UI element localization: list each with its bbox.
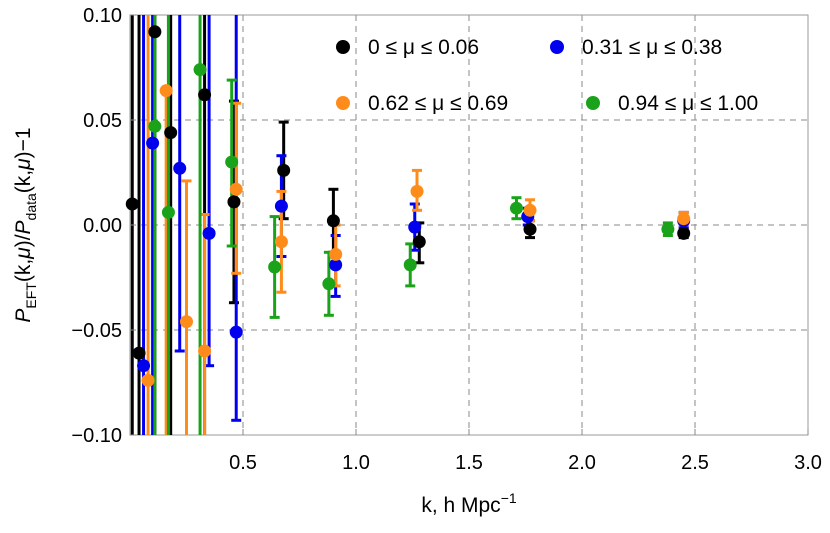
- data-point-series-2: [523, 203, 537, 217]
- data-point-series-0: [677, 226, 691, 240]
- data-point-series-2: [198, 344, 212, 358]
- data-point-series-2: [274, 235, 288, 249]
- legend-label-3: 0.94 ≤ μ ≤ 1.00: [618, 92, 758, 115]
- legend-marker-1: [550, 40, 564, 54]
- data-point-series-1: [173, 161, 187, 175]
- data-point-series-3: [148, 119, 162, 133]
- data-point-series-1: [137, 359, 151, 373]
- x-axis-title: k, h Mpc−1: [421, 490, 517, 517]
- data-point-series-3: [193, 63, 207, 77]
- data-point-series-2: [180, 315, 193, 329]
- x-tick-label: 3.0: [794, 452, 822, 474]
- x-tick-label: 2.5: [681, 452, 709, 474]
- data-point-series-3: [225, 155, 239, 169]
- y-tick-label: −0.10: [71, 425, 122, 447]
- y-tick-label: 0.10: [83, 5, 122, 27]
- data-point-series-0: [198, 88, 212, 102]
- y-tick-label: −0.05: [71, 320, 122, 342]
- grid-lines: [130, 15, 809, 435]
- y-tick-label: 0.00: [83, 215, 122, 237]
- data-point-series-1: [202, 226, 216, 240]
- legend-label-2: 0.62 ≤ μ ≤ 0.69: [368, 92, 508, 115]
- data-point-series-1: [229, 325, 243, 339]
- x-tick-label: 2.0: [568, 452, 596, 474]
- data-point-series-3: [161, 205, 175, 219]
- data-point-series-3: [661, 222, 675, 236]
- legend-marker-3: [586, 96, 600, 110]
- data-point-series-0: [148, 25, 162, 39]
- data-point-series-0: [227, 195, 241, 209]
- data-point-series-3: [268, 260, 282, 274]
- axis-ticks: 0.5 1.0 1.5 2.0 2.5 3.0 −0.10 −0.05 0.00 0.05 0.10: [71, 5, 822, 474]
- data-point-series-0: [412, 235, 426, 249]
- data-point-series-2: [329, 247, 343, 261]
- legend-marker-0: [336, 40, 350, 54]
- data-point-series-0: [277, 163, 291, 177]
- data-point-series-0: [164, 126, 178, 140]
- y-tick-label: 0.05: [83, 110, 122, 132]
- data-point-series-2: [159, 84, 173, 98]
- data-point-series-1: [146, 136, 160, 150]
- legend-marker-2: [336, 96, 350, 110]
- data-point-series-1: [408, 220, 422, 234]
- data-point-series-2: [229, 182, 243, 196]
- x-tick-label: 1.0: [342, 452, 370, 474]
- data-point-series-0: [326, 214, 340, 228]
- data-point-series-0: [523, 222, 537, 236]
- y-axis-title: PEFT(k,μ)/Pdata(k,μ)−1: [12, 127, 39, 322]
- data-point-series-2: [410, 184, 424, 198]
- legend-label-0: 0 ≤ μ ≤ 0.06: [368, 36, 479, 59]
- data-points: [125, 25, 691, 387]
- data-point-series-0: [132, 346, 146, 360]
- data-point-series-3: [403, 258, 417, 272]
- x-tick-label: 0.5: [229, 452, 257, 474]
- legend: 0 ≤ μ ≤ 0.06 0.31 ≤ μ ≤ 0.38 0.62 ≤ μ ≤ …: [336, 36, 758, 115]
- data-point-series-0: [125, 197, 139, 211]
- data-point-series-1: [329, 258, 343, 272]
- data-point-series-3: [509, 201, 523, 215]
- data-point-series-2: [141, 373, 155, 387]
- x-tick-label: 1.5: [455, 452, 483, 474]
- data-point-series-3: [322, 277, 336, 291]
- data-point-series-2: [677, 212, 691, 226]
- data-point-series-1: [274, 199, 288, 213]
- legend-label-1: 0.31 ≤ μ ≤ 0.38: [582, 36, 722, 59]
